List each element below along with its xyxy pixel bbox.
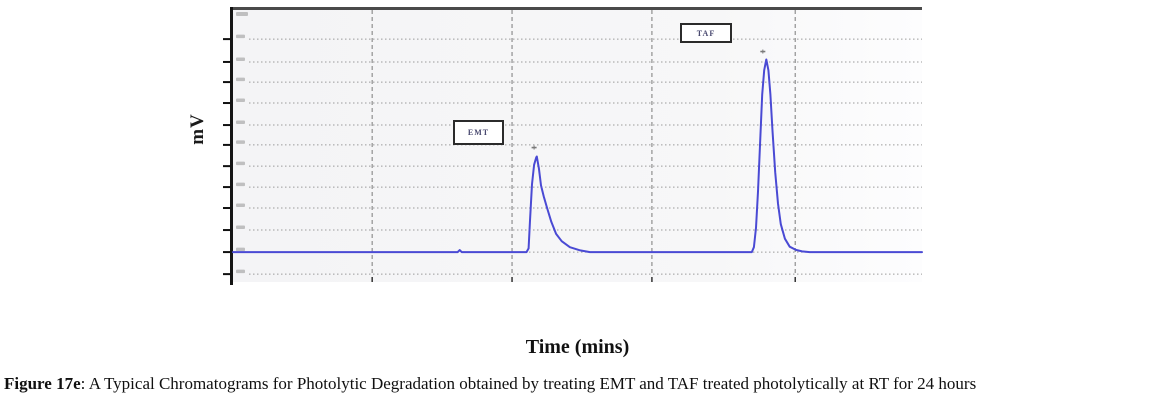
peak-label-box-emt: EMT <box>453 120 504 145</box>
y-tick-label-smudge <box>236 203 245 208</box>
plot-top-border <box>230 7 922 10</box>
y-tick-label-smudge <box>236 182 245 187</box>
taf-label-text: TAF <box>696 28 716 38</box>
figure-caption: Figure 17e: A Typical Chromatograms for … <box>4 374 1146 394</box>
y-tick-label-smudge <box>236 77 245 82</box>
axis-unit-smudge <box>236 12 248 16</box>
y-tick-label-smudge <box>236 225 245 230</box>
caption-text: : A Typical Chromatograms for Photolytic… <box>80 374 977 393</box>
caption-figure-number: Figure 17e <box>4 374 81 393</box>
y-tick-label-smudge <box>236 34 245 39</box>
y-tick-label-smudge <box>236 247 245 252</box>
y-tick-label-smudge <box>236 161 245 166</box>
x-axis-label: Time (mins) <box>525 336 630 358</box>
y-axis-label: mV <box>187 113 208 145</box>
y-axis-line <box>230 7 233 285</box>
y-tick-label-smudge <box>236 120 245 125</box>
chromatogram-signal <box>232 58 923 254</box>
y-tick-label-smudge <box>236 140 245 144</box>
peak-label-box-taf: TAF <box>680 23 732 43</box>
y-tick-label-smudge <box>236 57 245 61</box>
chromatogram-plot-area: EMT TAF <box>223 7 923 285</box>
chromatogram-trace-svg <box>223 10 923 282</box>
y-tick-label-smudge <box>236 269 245 274</box>
y-tick-label-smudge <box>236 98 245 103</box>
emt-label-text: EMT <box>467 128 490 137</box>
